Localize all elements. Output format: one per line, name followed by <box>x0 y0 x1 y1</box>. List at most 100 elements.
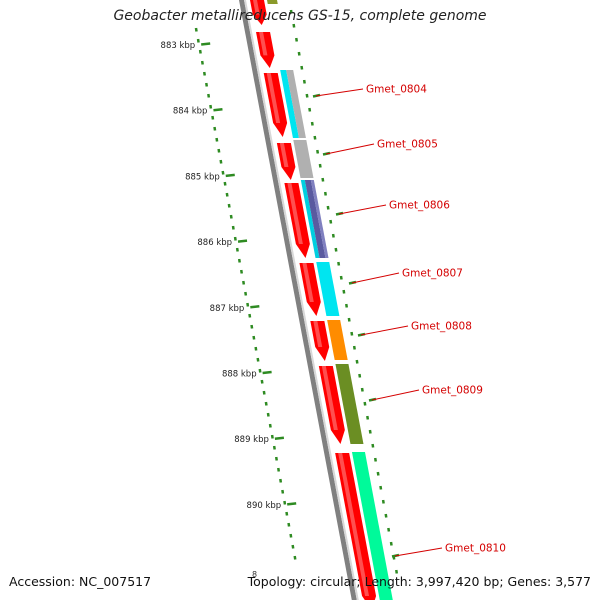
feature-block <box>304 180 326 258</box>
ruler-dot <box>233 236 237 241</box>
ruler-dot <box>227 203 231 208</box>
ruler-cut-label: 8 <box>252 570 258 579</box>
feature-block <box>293 140 314 178</box>
gene-ruler-dot <box>352 345 356 350</box>
gene-ruler-dot <box>305 93 309 98</box>
gene-ruler-dot <box>289 9 293 14</box>
ruler-dot <box>262 390 266 395</box>
gene-label-gmet_0809[interactable]: Gmet_0809 <box>422 385 483 397</box>
gene-leader-line <box>325 143 375 155</box>
gene-label-gmet_0804[interactable]: Gmet_0804 <box>366 84 427 96</box>
gene-ruler-dot <box>368 429 372 434</box>
gene-ruler-dot <box>310 121 314 126</box>
ruler-dot <box>285 511 289 516</box>
cds-arrow-highlight <box>302 263 314 302</box>
feature-block <box>351 452 393 600</box>
kbp-label: 890 kbp <box>247 501 282 511</box>
ruler-dot <box>229 214 233 219</box>
gene-ruler-dot <box>300 65 304 70</box>
kbp-label: 884 kbp <box>173 107 208 117</box>
kbp-label: 886 kbp <box>197 238 232 248</box>
gene-label-gmet_0810[interactable]: Gmet_0810 <box>445 543 506 555</box>
gene-ruler-dot <box>363 401 367 406</box>
gene-ruler-dot <box>373 457 377 462</box>
ruler-dot <box>279 478 283 483</box>
kbp-tick <box>225 173 235 178</box>
ruler-dot <box>268 423 272 428</box>
cds-arrow-highlight <box>279 143 289 168</box>
ruler-dot <box>281 489 285 494</box>
kbp-label: 885 kbp <box>185 172 220 182</box>
gene-ruler-dot <box>387 527 391 532</box>
cds-arrow-highlight <box>338 453 370 596</box>
cds-arrow-highlight <box>313 321 323 347</box>
ruler-dot <box>194 27 198 32</box>
map-title: Geobacter metallireducens GS-15, complet… <box>113 8 487 24</box>
gene-label-gmet_0806[interactable]: Gmet_0806 <box>389 200 450 212</box>
gene-ruler-dot <box>329 219 333 224</box>
cds-arrow-highlight <box>287 183 303 244</box>
kbp-label: 887 kbp <box>210 304 245 314</box>
gene-ruler-dot <box>347 317 351 322</box>
feature-block <box>286 70 306 138</box>
feature-block <box>327 320 348 360</box>
ruler-dot <box>223 181 227 186</box>
ruler-dot <box>235 247 239 252</box>
ruler-dot <box>207 93 211 98</box>
gene-ruler-dot <box>313 135 317 140</box>
gene-ruler-dot <box>326 205 330 210</box>
ruler-dot <box>270 434 274 439</box>
feature-block <box>300 180 320 258</box>
ruler-dot <box>291 544 295 549</box>
ruler-dot <box>198 49 202 54</box>
kbp-tick <box>287 502 297 506</box>
gene-ruler-dot <box>384 513 388 518</box>
ruler-dot <box>287 522 291 527</box>
gene-ruler-dot <box>355 359 359 364</box>
ruler-dot <box>242 280 246 285</box>
ruler-dot <box>250 324 254 329</box>
gene-label-gmet_0805[interactable]: Gmet_0805 <box>377 139 438 151</box>
kbp-tick <box>274 436 285 440</box>
gene-ruler-dot <box>331 233 335 238</box>
gene-ruler-dot <box>321 177 325 182</box>
backbone-rail-highlight <box>243 0 359 600</box>
cds-arrow-highlight <box>259 32 268 56</box>
gene-ruler-dot <box>316 149 320 154</box>
kbp-label: 883 kbp <box>161 41 196 51</box>
gene-ruler-dot <box>360 387 364 392</box>
ruler-dot <box>264 401 268 406</box>
feature-block <box>335 364 364 444</box>
gene-ruler-dot <box>318 163 322 168</box>
ruler-dot <box>293 555 297 560</box>
gene-label-gmet_0808[interactable]: Gmet_0808 <box>411 321 472 333</box>
gene-ruler-dot <box>371 443 375 448</box>
cds-arrow-highlight <box>252 0 260 15</box>
ruler-dot <box>221 170 225 175</box>
ruler-dot <box>213 126 217 131</box>
ruler-dot <box>225 192 229 197</box>
feature-block <box>316 262 340 316</box>
gene-ruler-dot <box>366 415 370 420</box>
gene-leader-line <box>315 88 364 97</box>
gene-ruler-dot <box>339 275 343 280</box>
gene-ruler-dot <box>308 107 312 112</box>
ruler-dot <box>254 346 258 351</box>
kbp-tick <box>201 42 211 46</box>
gene-ruler-dot <box>381 499 385 504</box>
kbp-tick <box>250 305 260 309</box>
gene-ruler-dot <box>389 541 393 546</box>
gene-ruler-dot <box>297 51 301 56</box>
gene-ruler-dot <box>376 471 380 476</box>
ruler-dot <box>283 500 287 505</box>
ruler-dot <box>237 258 241 263</box>
gene-label-gmet_0807[interactable]: Gmet_0807 <box>402 268 463 280</box>
gene-ruler-dot <box>302 79 306 84</box>
gene-ruler-dot <box>345 303 349 308</box>
gene-ruler-dot <box>379 485 383 490</box>
ruler-dot <box>231 225 235 230</box>
ruler-dot <box>289 533 293 538</box>
ruler-dot <box>215 137 219 142</box>
genome-stats-text: Topology: circular; Length: 3,997,420 bp… <box>247 574 591 589</box>
